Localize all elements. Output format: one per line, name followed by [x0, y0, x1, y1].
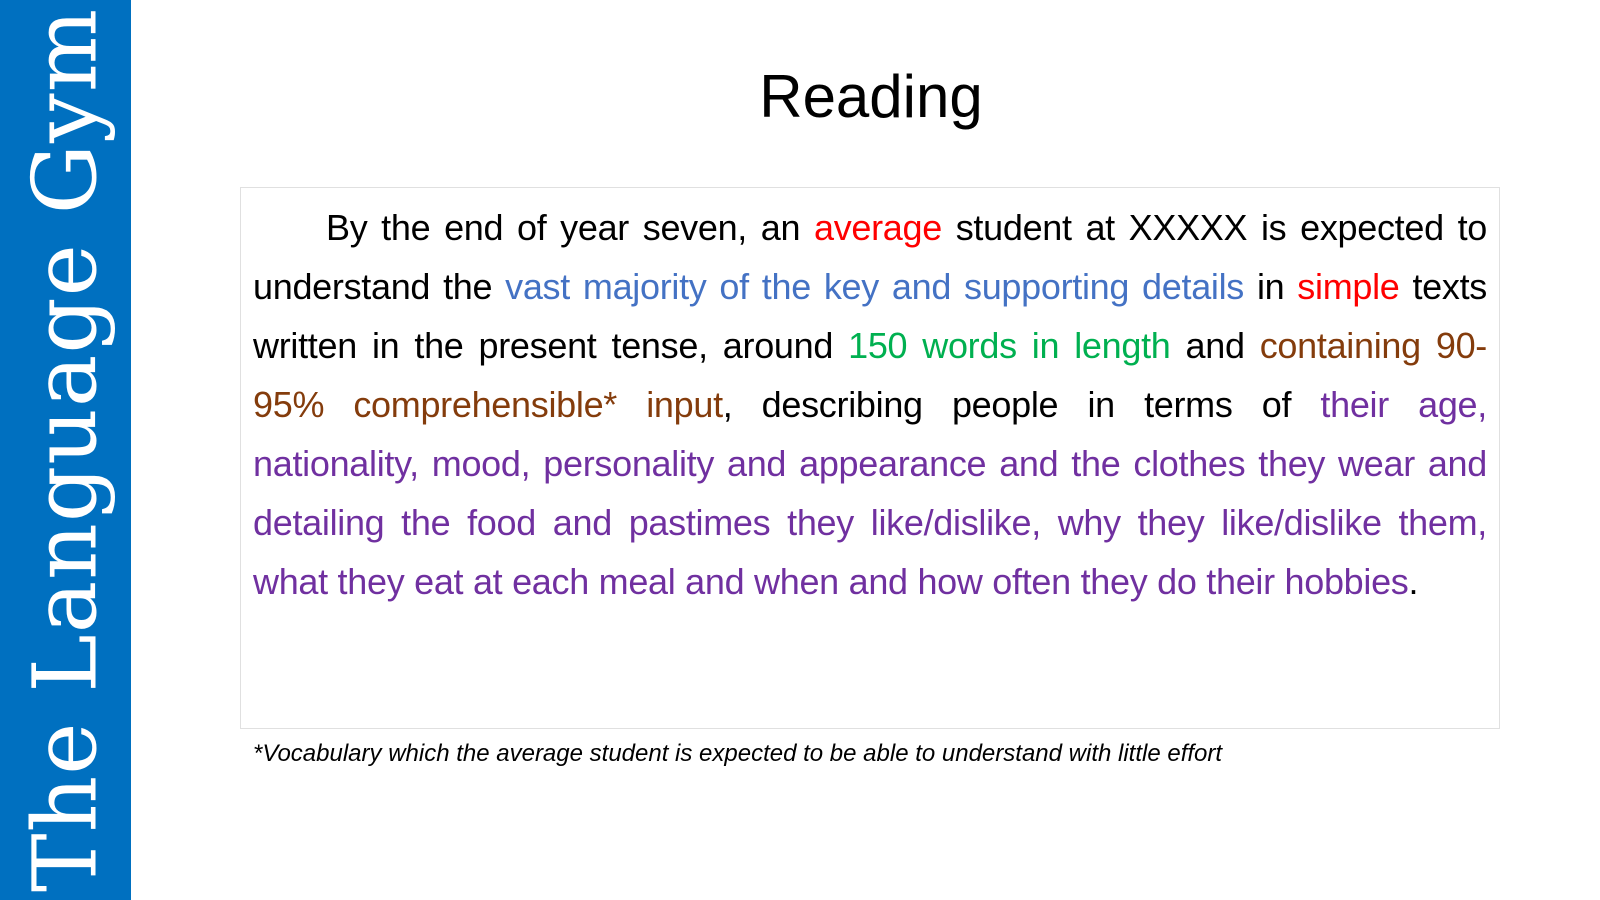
paragraph-segment: average	[813, 207, 942, 248]
footnote: *Vocabulary which the average student is…	[253, 740, 1223, 767]
paragraph-segment: 150 words in length	[848, 325, 1171, 366]
paragraph-segment: By the end of year seven, an	[326, 207, 814, 248]
paragraph-segment: containing 90-95% comprehensible* input	[253, 325, 1487, 425]
paragraph-segment: their age, nationality, mood, personalit…	[253, 384, 1487, 602]
paragraph-segment: texts written in the present tense, arou…	[253, 266, 1487, 366]
page-title: Reading	[759, 63, 983, 130]
paragraph-segment: student at XXXXX is expected to understa…	[253, 207, 1487, 307]
paragraph-segment: , describing people in terms of	[722, 384, 1321, 425]
sidebar: The Language Gym	[0, 0, 131, 900]
paragraph-segment: vast majority of the key and supporting …	[505, 266, 1245, 307]
paragraph-segment: and	[1170, 325, 1260, 366]
brand-title: The Language Gym	[13, 7, 117, 893]
paragraph-segment: .	[1408, 561, 1419, 602]
reading-paragraph: By the end of year seven, an average stu…	[253, 198, 1487, 611]
paragraph-segment: in	[1244, 266, 1298, 307]
paragraph-segment: simple	[1297, 266, 1400, 307]
text-box: By the end of year seven, an average stu…	[240, 187, 1500, 729]
